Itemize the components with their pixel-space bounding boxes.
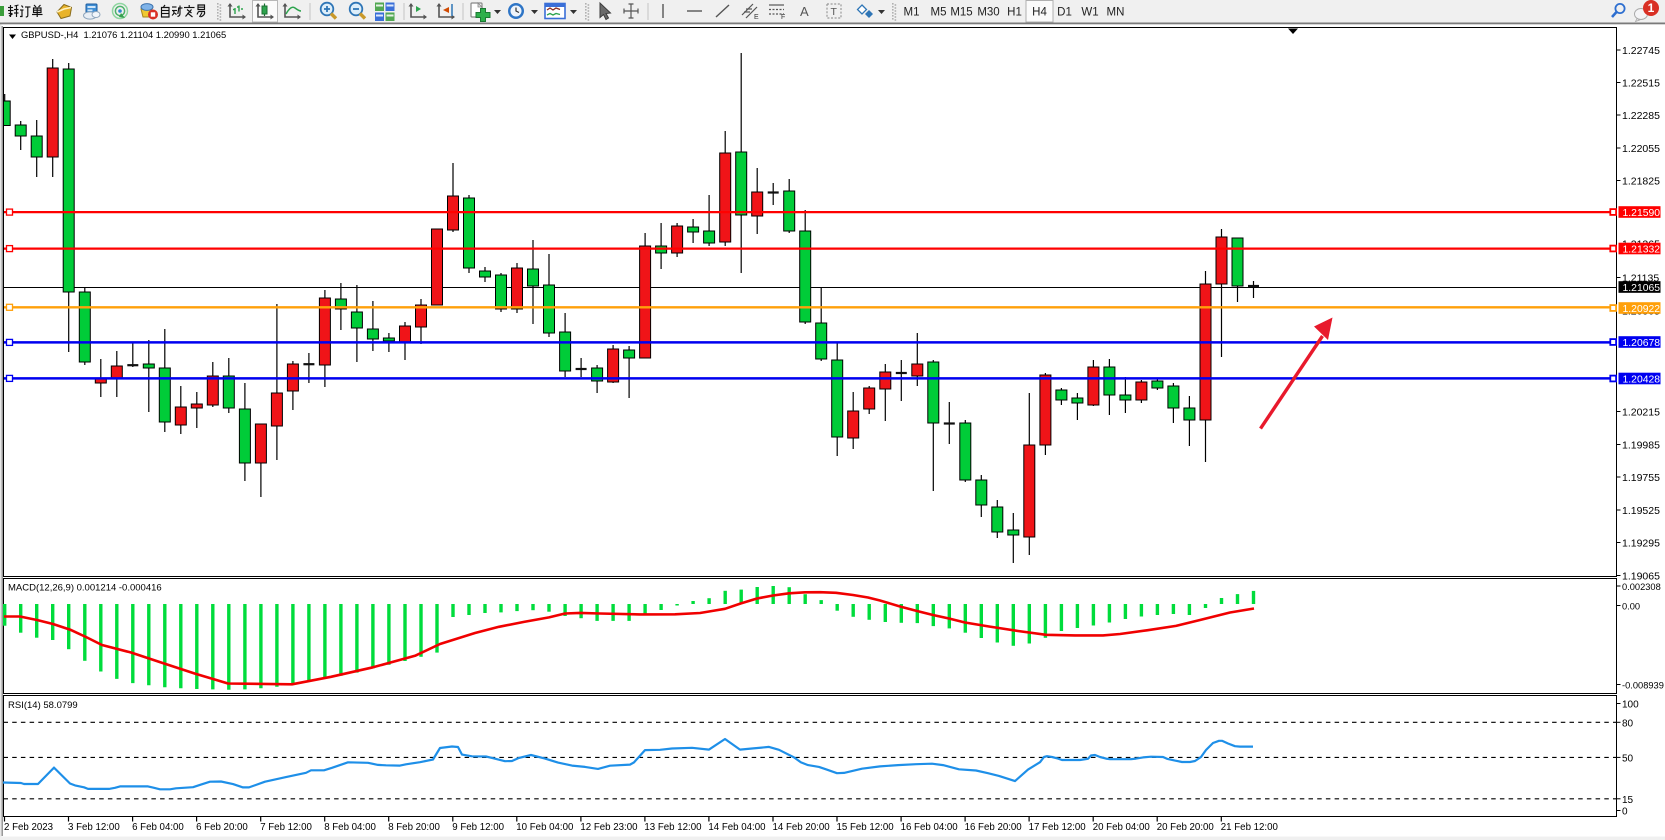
svg-text:17 Feb 12:00: 17 Feb 12:00 — [1029, 822, 1087, 833]
svg-text:14 Feb 04:00: 14 Feb 04:00 — [708, 822, 766, 833]
svg-text:20 Feb 04:00: 20 Feb 04:00 — [1093, 822, 1151, 833]
svg-text:3 Feb 12:00: 3 Feb 12:00 — [68, 822, 120, 833]
svg-text:1.22055: 1.22055 — [1622, 143, 1660, 155]
svg-text:MN: MN — [1107, 7, 1125, 19]
svg-text:9 Feb 12:00: 9 Feb 12:00 — [452, 822, 504, 833]
svg-text:1.22285: 1.22285 — [1622, 110, 1660, 122]
svg-text:21 Feb 12:00: 21 Feb 12:00 — [1221, 822, 1279, 833]
svg-text:1.22515: 1.22515 — [1622, 78, 1660, 90]
svg-text:H1: H1 — [1007, 7, 1022, 19]
svg-text:1.20922: 1.20922 — [1623, 304, 1661, 315]
svg-text:15: 15 — [1622, 795, 1634, 806]
svg-text:100: 100 — [1622, 700, 1639, 711]
svg-text:10 Feb 04:00: 10 Feb 04:00 — [516, 822, 574, 833]
svg-text:E: E — [754, 14, 759, 21]
svg-text:15 Feb 12:00: 15 Feb 12:00 — [837, 822, 895, 833]
svg-text:1.19755: 1.19755 — [1622, 472, 1660, 484]
svg-text:1.21590: 1.21590 — [1623, 208, 1661, 219]
svg-text:1.19295: 1.19295 — [1622, 538, 1660, 550]
svg-text:8 Feb 20:00: 8 Feb 20:00 — [388, 822, 440, 833]
svg-text:13 Feb 12:00: 13 Feb 12:00 — [644, 822, 702, 833]
svg-text:H4: H4 — [1032, 7, 1047, 19]
svg-text:MACD(12,26,9) 0.001214 -0.0004: MACD(12,26,9) 0.001214 -0.000416 — [8, 583, 162, 594]
svg-text:7 Feb 12:00: 7 Feb 12:00 — [260, 822, 312, 833]
svg-text:6 Feb 04:00: 6 Feb 04:00 — [132, 822, 184, 833]
svg-text:14 Feb 20:00: 14 Feb 20:00 — [773, 822, 831, 833]
svg-text:2 Feb 2023: 2 Feb 2023 — [4, 822, 53, 833]
svg-text:RSI(14) 58.0799: RSI(14) 58.0799 — [8, 700, 78, 711]
svg-text:W1: W1 — [1081, 7, 1098, 19]
svg-text:1.20678: 1.20678 — [1623, 338, 1661, 349]
svg-text:50: 50 — [1622, 753, 1634, 764]
svg-text:F: F — [781, 14, 785, 21]
svg-text:0.00: 0.00 — [1622, 602, 1640, 612]
svg-text:-0.008939: -0.008939 — [1622, 681, 1664, 691]
svg-text:80: 80 — [1622, 718, 1634, 729]
svg-text:1.21825: 1.21825 — [1622, 176, 1660, 188]
svg-text:6 Feb 20:00: 6 Feb 20:00 — [196, 822, 248, 833]
svg-text:1.20428: 1.20428 — [1623, 374, 1661, 385]
svg-text:M15: M15 — [950, 7, 972, 19]
svg-text:0.002308: 0.002308 — [1622, 582, 1661, 592]
svg-text:1.19065: 1.19065 — [1622, 571, 1660, 583]
svg-text:20 Feb 20:00: 20 Feb 20:00 — [1157, 822, 1215, 833]
svg-text:D1: D1 — [1057, 7, 1072, 19]
svg-text:M30: M30 — [977, 7, 999, 19]
svg-text:12 Feb 23:00: 12 Feb 23:00 — [580, 822, 638, 833]
svg-text:1.19985: 1.19985 — [1622, 440, 1660, 452]
svg-text:16 Feb 04:00: 16 Feb 04:00 — [901, 822, 959, 833]
svg-text:1.22745: 1.22745 — [1622, 45, 1660, 57]
svg-text:0: 0 — [1622, 807, 1628, 818]
svg-text:M1: M1 — [904, 7, 920, 19]
svg-text:M5: M5 — [931, 7, 947, 19]
svg-text:GBPUSD-,H4 1.21076 1.21104 1.: GBPUSD-,H4 1.21076 1.21104 1.20990 1.210… — [21, 29, 226, 40]
svg-text:1.21065: 1.21065 — [1623, 283, 1661, 294]
svg-text:8 Feb 04:00: 8 Feb 04:00 — [324, 822, 376, 833]
svg-text:1.19525: 1.19525 — [1622, 505, 1660, 517]
svg-text:T: T — [831, 6, 838, 18]
svg-text:1.21332: 1.21332 — [1623, 244, 1661, 255]
svg-text:1.20215: 1.20215 — [1622, 407, 1660, 419]
svg-text:16 Feb 20:00: 16 Feb 20:00 — [965, 822, 1023, 833]
svg-text:1: 1 — [1648, 1, 1655, 15]
svg-text:A: A — [800, 4, 809, 19]
